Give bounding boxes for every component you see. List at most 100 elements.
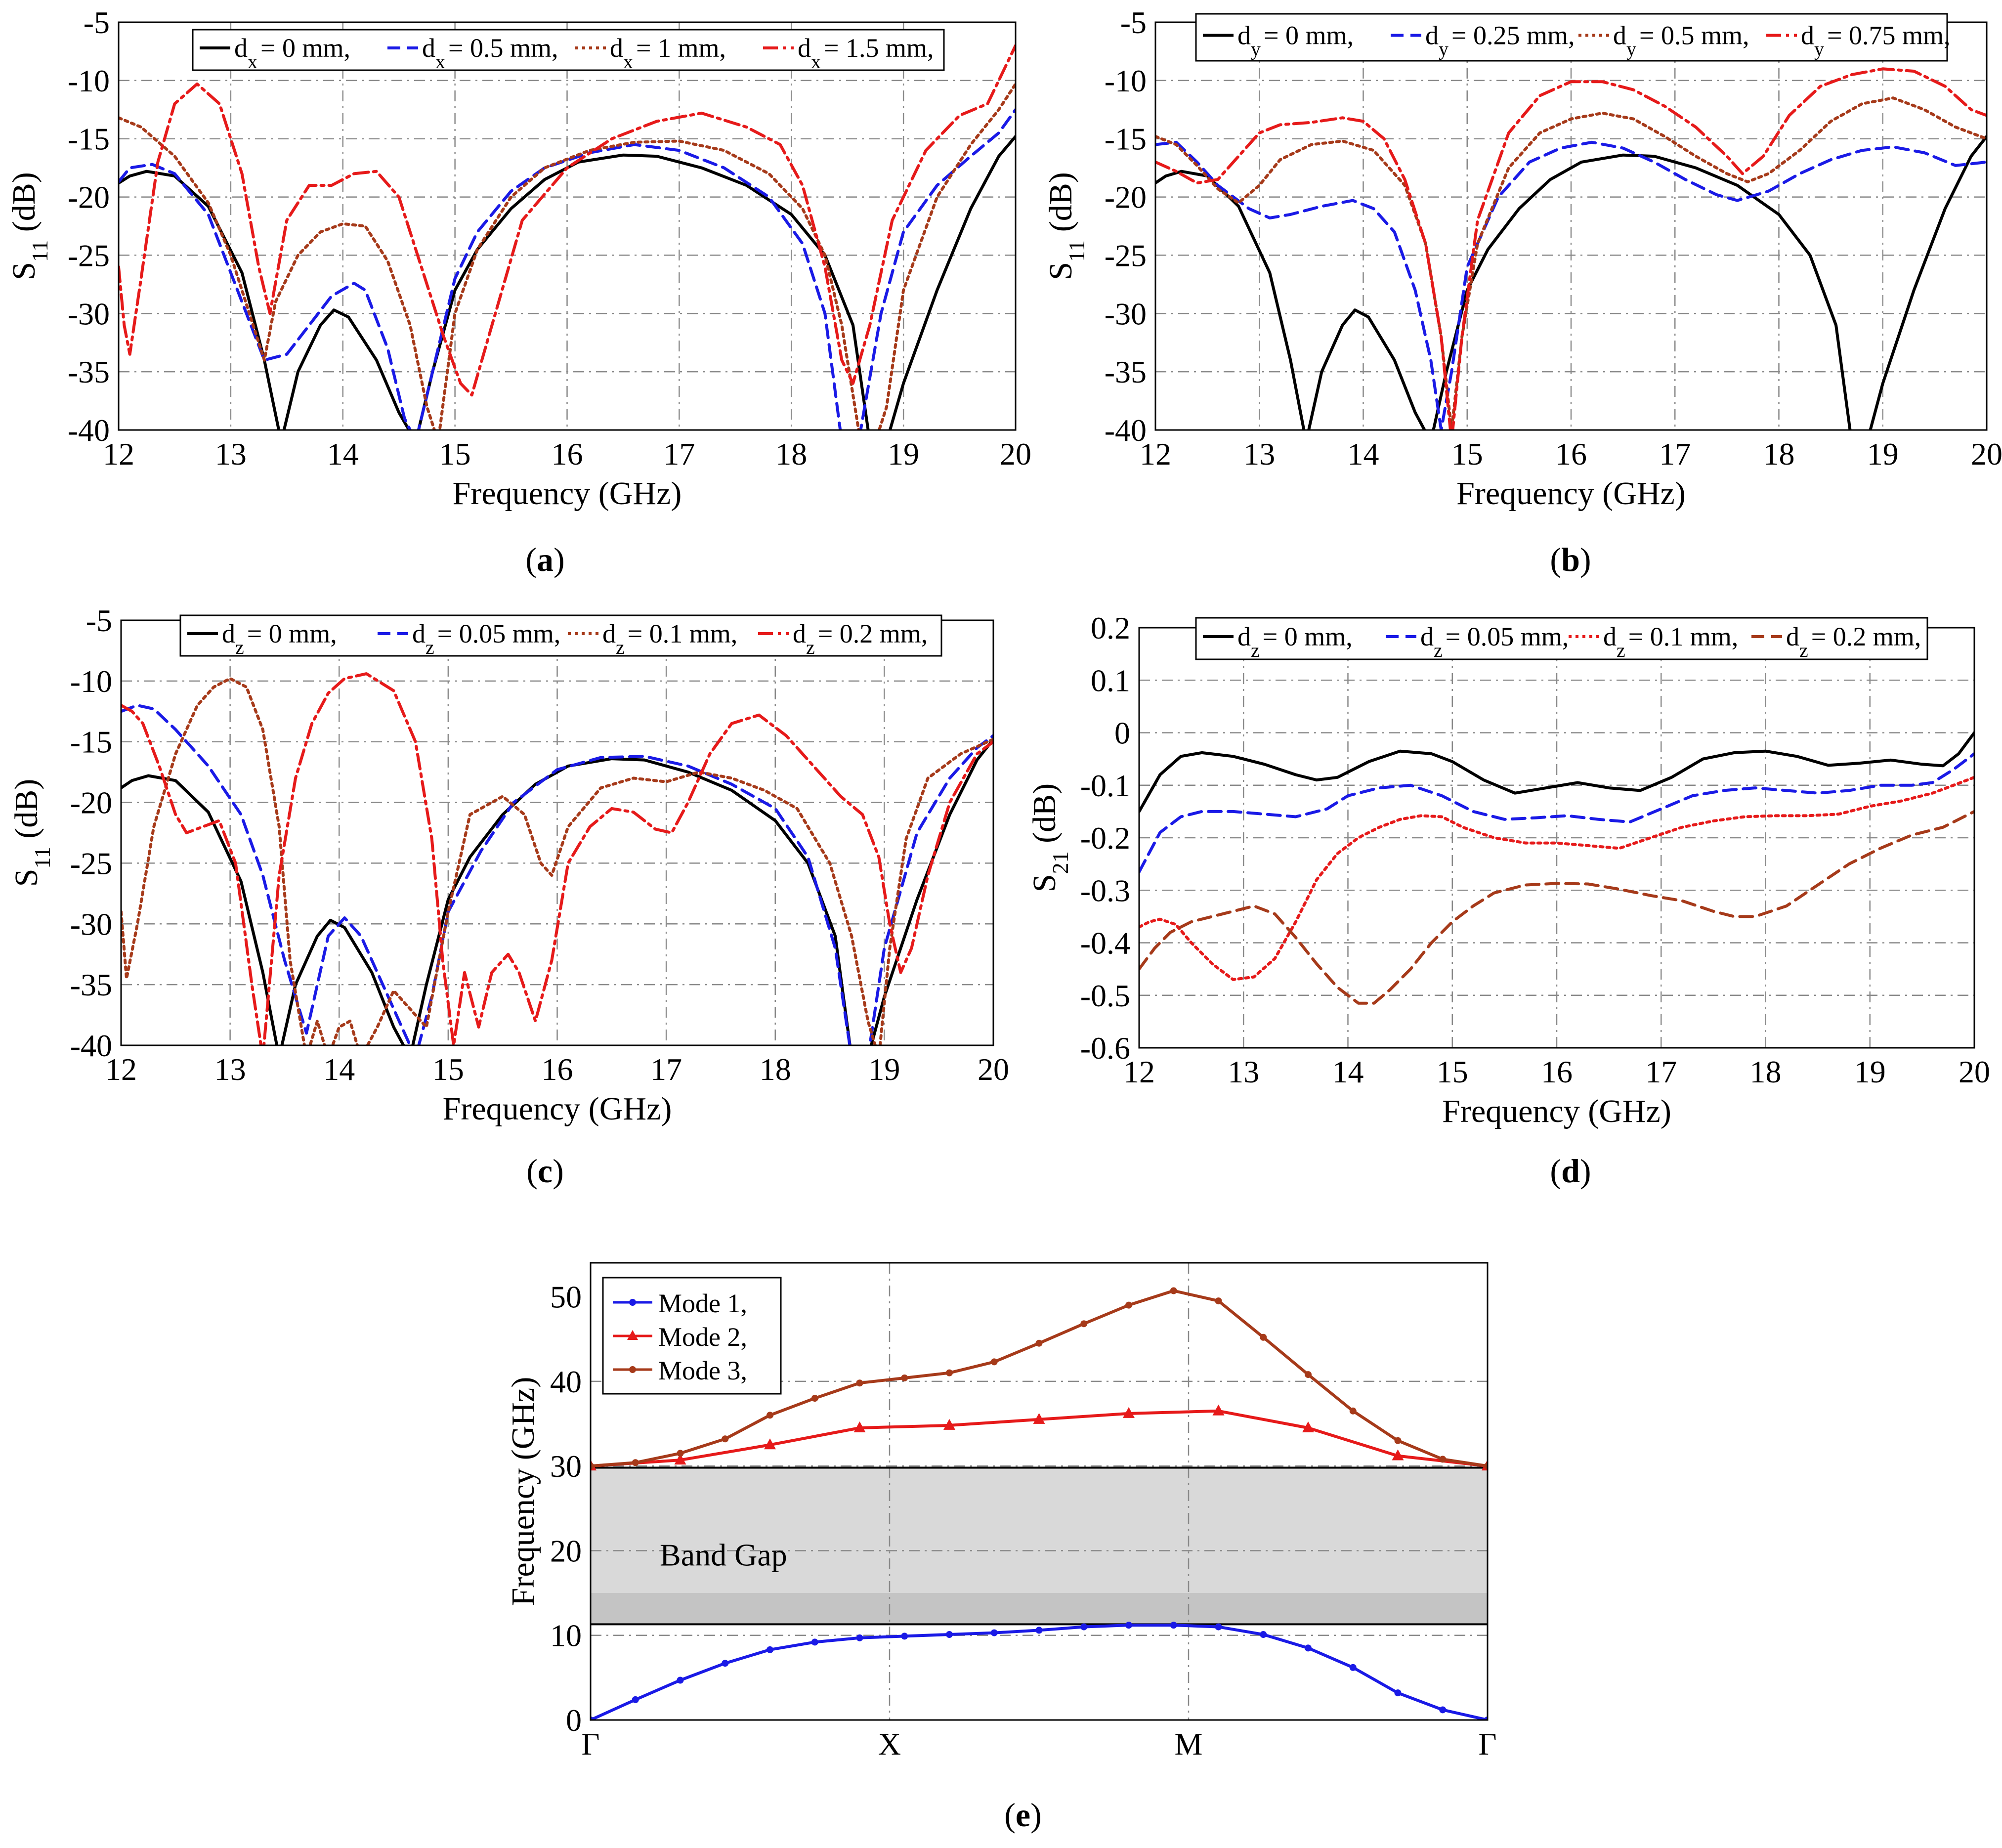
x-axis-label: Frequency (GHz) (1456, 475, 1686, 512)
y-tick-label: 30 (550, 1449, 582, 1484)
y-tick-label: -30 (70, 906, 112, 942)
series-line-1 (1139, 731, 1974, 813)
series-line-4 (121, 672, 993, 1045)
legend-label: Mode 2, (658, 1322, 747, 1352)
data-point (591, 1717, 594, 1720)
legend-box (1195, 617, 1928, 660)
series-line-4 (1155, 67, 1987, 430)
y-tick-label: -35 (1105, 354, 1147, 389)
x-tick-label: 18 (1750, 1054, 1782, 1089)
x-tick-label: 14 (327, 436, 359, 472)
data-point (1392, 1449, 1404, 1461)
y-tick-label: -5 (86, 603, 112, 638)
data-point (767, 1412, 773, 1419)
axes-box (118, 21, 1017, 431)
x-tick-label: 18 (1763, 436, 1795, 472)
data-point (591, 1462, 594, 1470)
data-point (722, 1660, 729, 1667)
panel-b-s11-vs-dy: 12 13 14 15 16 17 18 19 20 -40 -35 -30 -25 -20 -15 -10 -… (1043, 5, 2002, 578)
x-tick-label: 16 (1555, 436, 1587, 472)
data-point (990, 1358, 998, 1366)
series-line-2 (121, 704, 993, 1045)
series-line-2 (1139, 752, 1974, 874)
axes-box (590, 1262, 1489, 1721)
legend-box (192, 29, 945, 71)
y-tick-label: -20 (70, 785, 112, 820)
y-tick-label: -20 (68, 180, 110, 215)
data-point (943, 1418, 955, 1430)
legend-label: dx = 1 mm, (610, 33, 726, 73)
data-point (1484, 1717, 1488, 1720)
y-tick-label: -15 (1105, 122, 1147, 157)
data-point (856, 1634, 863, 1641)
legend-label: dz = 0 mm, (1237, 622, 1353, 661)
x-tick-label: 20 (1959, 1054, 1990, 1089)
y-tick-label: -15 (70, 725, 112, 760)
panel-caption: (b) (1550, 541, 1591, 578)
legend-label: dx = 1.5 mm, (798, 33, 934, 73)
x-tick-label: 16 (1541, 1054, 1573, 1089)
panel-caption: (e) (1004, 1796, 1042, 1834)
data-point (946, 1369, 953, 1376)
y-tick-label: -25 (70, 846, 112, 881)
y-tick-label: 40 (550, 1364, 582, 1399)
y-tick-label: -30 (1105, 296, 1147, 331)
data-point (1080, 1320, 1088, 1328)
data-point (674, 1454, 686, 1465)
y-tick-label: -10 (70, 664, 112, 699)
y-axis-label: S11 (dB) (1043, 172, 1089, 280)
series-group (121, 672, 993, 1045)
y-tick-label: -35 (70, 967, 112, 1002)
series-line-3 (119, 82, 1016, 430)
data-point (767, 1646, 773, 1653)
panel-c-s11-vs-dz: 12 13 14 15 16 17 18 19 20 -40 -35 -30 -25 -20 -15 -10 -… (8, 603, 1009, 1190)
x-tick-label: 13 (214, 1052, 246, 1087)
legend-label: dx = 0 mm, (234, 33, 350, 73)
panel-caption: (a) (525, 541, 564, 578)
data-point (677, 1450, 684, 1457)
data-point (946, 1631, 953, 1638)
legend-marker (629, 1299, 636, 1306)
y-tick-label: -40 (68, 413, 110, 448)
data-point (1125, 1301, 1132, 1309)
x-tick-label: 13 (215, 436, 247, 472)
data-point (1123, 1407, 1135, 1418)
legend-box (1195, 13, 1948, 62)
x-tick-label: 20 (1000, 436, 1031, 472)
x-axis-label: Frequency (GHz) (453, 475, 682, 512)
x-tick-label: 16 (542, 1052, 573, 1087)
legend-label: dz = 0.1 mm, (602, 619, 737, 658)
legend-label: dx = 0.5 mm, (422, 33, 558, 73)
legend-marker (629, 1366, 636, 1373)
y-tick-label: -0.5 (1080, 978, 1130, 1013)
series-line-1 (121, 737, 993, 1045)
x-axis-label: Frequency (GHz) (443, 1091, 672, 1127)
legend-label: dy = 0.5 mm, (1613, 21, 1749, 60)
panel-d-s21-vs-dz: 12 13 14 15 16 17 18 19 20 -0.6 -0.5 -0.4 -0.3 -0.2 -0… (1026, 610, 1990, 1190)
data-point (632, 1696, 639, 1703)
data-point (1349, 1407, 1357, 1415)
legend-label: dz = 0.2 mm, (1786, 622, 1921, 661)
legend-marker (627, 1330, 638, 1340)
x-tick-label: Γ (1479, 1726, 1497, 1762)
x-tick-label: 15 (1451, 436, 1483, 472)
series-line-2 (1155, 140, 1987, 430)
data-point (1033, 1413, 1045, 1424)
series-line-1 (1155, 135, 1987, 430)
data-point (1212, 1404, 1225, 1416)
x-tick-label: 13 (1228, 1054, 1259, 1089)
y-tick-label: 0 (1114, 716, 1130, 751)
y-axis-label: S11 (dB) (6, 172, 52, 280)
data-point (901, 1633, 908, 1640)
x-tick-label: 18 (775, 436, 807, 472)
data-point (1215, 1297, 1222, 1305)
legend-label: dz = 0.05 mm, (412, 619, 560, 658)
x-tick-label: 13 (1243, 436, 1275, 472)
data-point (990, 1629, 998, 1636)
x-tick-label: 17 (650, 1052, 682, 1087)
x-tick-label: 14 (1332, 1054, 1364, 1089)
x-tick-label: 17 (1645, 1054, 1677, 1089)
series-group (1139, 731, 1974, 1005)
x-tick-label: 20 (978, 1052, 1009, 1087)
